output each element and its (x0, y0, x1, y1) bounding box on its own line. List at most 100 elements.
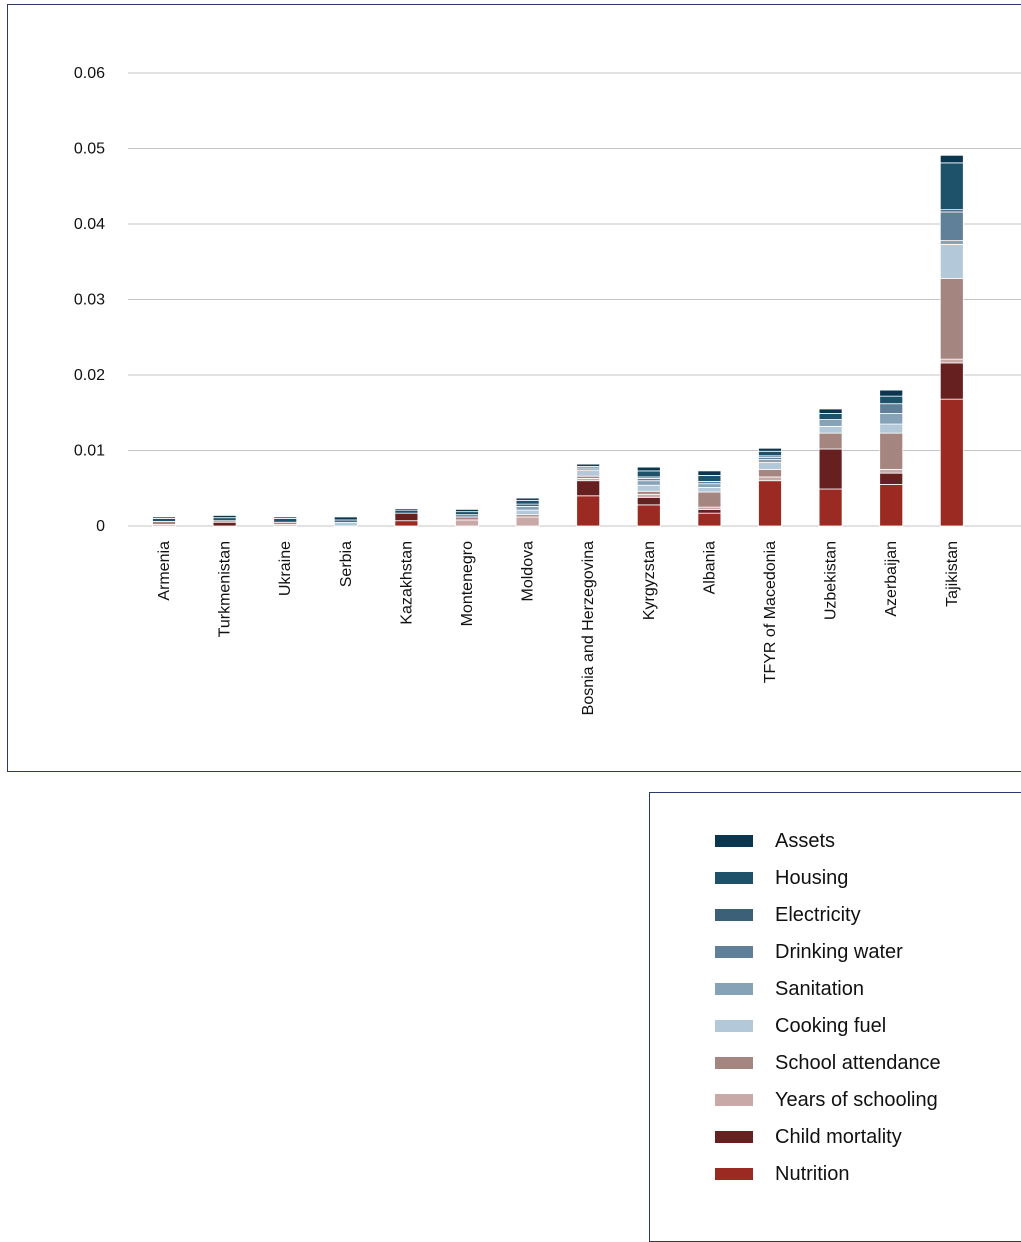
bar-segment (697, 475, 722, 482)
x-tick-label: Kazakhstan (398, 541, 415, 625)
bar-stack (818, 408, 843, 527)
legend-label: School attendance (775, 1051, 941, 1074)
bar-segment (758, 476, 782, 482)
bar-stack (394, 508, 419, 527)
bar-segment (697, 491, 722, 508)
bar-segment (394, 512, 419, 522)
bar-segment (273, 518, 298, 523)
bar-segment (515, 499, 540, 505)
bar-segment (697, 512, 722, 527)
bar-segment (455, 519, 479, 527)
x-tick-label: Uzbekistan (823, 541, 840, 620)
bar-segment (758, 459, 782, 463)
legend: Assets Housing Electricity Drinking water Sa… (649, 792, 1021, 1242)
bar-segment (939, 362, 964, 400)
bar-segment (636, 490, 661, 495)
bar-segment (818, 408, 843, 414)
bar-segment (636, 484, 661, 492)
bar-stack (333, 516, 358, 527)
x-tick-label: Ukraine (277, 541, 294, 596)
bar-stack (758, 447, 782, 527)
x-tick-label: Turkmenistan (217, 541, 234, 637)
bar-segment (879, 484, 904, 527)
legend-swatch (715, 872, 753, 884)
bar-segment (515, 516, 540, 527)
bar-segment (515, 509, 540, 516)
bar-segment (455, 511, 479, 516)
bar-segment (818, 425, 843, 434)
chart-frame (7, 4, 1021, 772)
x-tick-label: Serbia (338, 541, 355, 587)
legend-swatch (715, 1168, 753, 1180)
bar-stack (636, 466, 661, 527)
legend-swatch (715, 983, 753, 995)
bar-stack (152, 516, 176, 527)
legend-label: Drinking water (775, 940, 903, 963)
legend-swatch (715, 835, 753, 847)
bar-segment (818, 488, 843, 527)
bar-segment (879, 395, 904, 405)
bar-segment (636, 493, 661, 498)
legend-swatch (715, 946, 753, 958)
bar-segment (636, 504, 661, 527)
bar-segment (394, 520, 419, 527)
legend-label: Electricity (775, 903, 861, 926)
x-tick-label: TFYR of Macedonia (762, 541, 779, 683)
bar-segment (212, 517, 237, 522)
legend-item: Years of schooling (715, 1088, 938, 1112)
legend-label: Assets (775, 829, 836, 852)
legend-label: Years of schooling (775, 1088, 938, 1111)
bar-segment (333, 516, 358, 521)
legend-item: Sanitation (715, 977, 864, 1001)
bar-segment (697, 470, 722, 476)
stacked-bar-chart: 0 0.01 0.02 0.03 0.04 0.05 0.06 Armenia Turkmen… (74, 65, 1021, 715)
bar-segment (939, 358, 964, 364)
bar-segment (152, 518, 176, 522)
bar-segment (879, 423, 904, 434)
legend-swatch (715, 1131, 753, 1143)
bar-segment (758, 468, 782, 478)
bar-stack (212, 515, 237, 527)
bar-stack (515, 497, 540, 527)
bar-segment (758, 480, 782, 527)
bar-segment (636, 470, 661, 478)
bar-segment (758, 462, 782, 470)
bar-segment (818, 413, 843, 420)
bar-segment (394, 509, 419, 514)
bar-segment (576, 480, 601, 497)
bar-segment (818, 448, 843, 490)
legend-swatch (715, 1020, 753, 1032)
bar-segment (879, 403, 904, 414)
bar-segment (939, 398, 964, 527)
y-tick-label: 0.02 (74, 367, 105, 384)
bar-segment (212, 521, 237, 527)
bar-stack (879, 389, 904, 527)
legend-swatch (715, 909, 753, 921)
bars (152, 154, 964, 527)
y-tick-label: 0.06 (74, 65, 105, 82)
legend-swatch (715, 1094, 753, 1106)
bar-segment (455, 516, 479, 521)
bar-stack (939, 154, 964, 527)
legend-swatch (715, 1057, 753, 1069)
bar-segment (939, 277, 964, 360)
x-tick-label: Moldova (520, 541, 537, 602)
bar-segment (152, 516, 176, 519)
bar-segment (576, 469, 601, 477)
bar-segment (212, 515, 237, 519)
legend-label: Child mortality (775, 1125, 902, 1148)
bar-segment (818, 419, 843, 427)
bar-segment (636, 466, 661, 472)
bar-segment (515, 497, 540, 501)
bar-segment (879, 389, 904, 397)
x-tick-label: Azerbaijan (883, 541, 900, 617)
bar-segment (152, 521, 176, 525)
bar-segment (879, 413, 904, 425)
x-tick-label: Tajikistan (944, 541, 961, 607)
bar-segment (818, 432, 843, 450)
x-axis-tick-labels: Armenia Turkmenistan Ukraine Serbia Kazakhst… (156, 541, 961, 715)
bar-stack (273, 516, 298, 527)
bar-stack (576, 463, 601, 527)
bar-segment (697, 508, 722, 514)
bar-segment (273, 516, 298, 519)
